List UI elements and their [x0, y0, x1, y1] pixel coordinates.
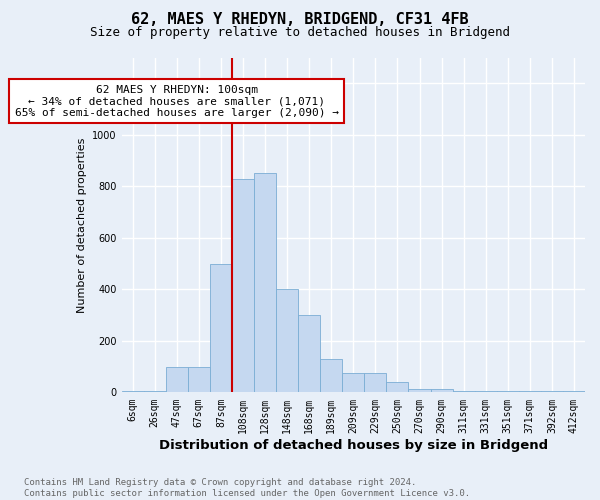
Bar	[144, 391, 166, 392]
Bar	[452, 391, 475, 392]
Text: 62 MAES Y RHEDYN: 100sqm
← 34% of detached houses are smaller (1,071)
65% of sem: 62 MAES Y RHEDYN: 100sqm ← 34% of detach…	[15, 84, 339, 118]
Bar	[188, 366, 210, 392]
Bar	[342, 373, 364, 392]
Bar	[298, 315, 320, 392]
Bar	[497, 391, 519, 392]
Bar	[563, 391, 585, 392]
Bar	[431, 388, 452, 392]
Bar	[541, 391, 563, 392]
Bar	[254, 174, 276, 392]
X-axis label: Distribution of detached houses by size in Bridgend: Distribution of detached houses by size …	[159, 440, 548, 452]
Bar	[320, 359, 342, 392]
Bar	[364, 373, 386, 392]
Bar	[475, 391, 497, 392]
Bar	[519, 391, 541, 392]
Bar	[276, 290, 298, 393]
Bar	[409, 388, 431, 392]
Text: Contains HM Land Registry data © Crown copyright and database right 2024.
Contai: Contains HM Land Registry data © Crown c…	[24, 478, 470, 498]
Bar	[166, 366, 188, 392]
Bar	[232, 178, 254, 392]
Text: Size of property relative to detached houses in Bridgend: Size of property relative to detached ho…	[90, 26, 510, 39]
Bar	[386, 382, 409, 392]
Y-axis label: Number of detached properties: Number of detached properties	[77, 138, 86, 312]
Text: 62, MAES Y RHEDYN, BRIDGEND, CF31 4FB: 62, MAES Y RHEDYN, BRIDGEND, CF31 4FB	[131, 12, 469, 26]
Bar	[122, 391, 144, 392]
Bar	[210, 264, 232, 392]
